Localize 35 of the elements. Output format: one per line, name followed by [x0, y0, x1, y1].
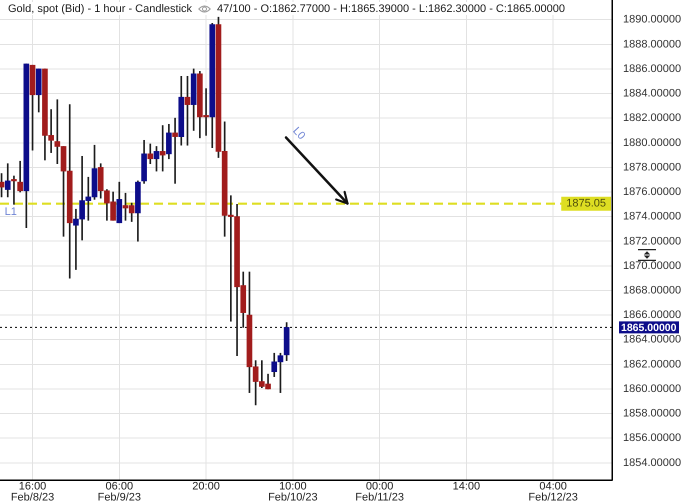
chart-title: Gold, spot (Bid) - 1 hour - Candlestick	[8, 2, 192, 14]
y-tick-label: 1862.00000	[623, 358, 682, 370]
y-tick-label: 1870.00000	[623, 260, 682, 272]
x-tick-label: 04:00 Feb/12/23	[528, 480, 578, 504]
y-tick-label: 1878.00000	[623, 161, 682, 174]
candlestick	[172, 118, 178, 184]
candlestick	[11, 176, 17, 205]
y-tick-label: 1868.00000	[623, 284, 682, 296]
x-tick-label: 14:00	[452, 480, 480, 493]
y-tick-label: 1864.00000	[623, 334, 682, 346]
annotation: L1	[4, 206, 17, 218]
y-tick-label: 1882.00000	[623, 112, 682, 124]
y-tick-label: 1876.00000	[623, 186, 682, 198]
y-tick-label: 1866.00000	[623, 309, 682, 322]
y-tick-label: 1874.00000	[623, 210, 682, 223]
y-tick-label: 1880.00000	[623, 136, 682, 149]
y-tick-label: 1872.00000	[623, 235, 682, 248]
y-tick-label: 1860.00000	[623, 382, 682, 395]
y-tick-label: 1888.00000	[623, 38, 682, 50]
y-tick-label: 1884.00000	[623, 88, 682, 100]
x-tick-label: 16:00 Feb/8/23	[10, 480, 54, 504]
chart-subtitle: 47/100 - O:1862.77000 - H:1865.39000 - L:1862.30000 - C:1865.00000	[217, 2, 566, 14]
y-tick-label: 1886.00000	[623, 62, 682, 75]
x-tick-label: 20:00	[192, 480, 220, 493]
candlestick	[184, 76, 190, 146]
y-tick-label: 1856.00000	[623, 432, 682, 444]
y-tick-label: 1854.00000	[623, 456, 682, 469]
x-tick-label: 00:00 Feb/11/23	[355, 480, 404, 504]
x-tick-label: 10:00 Feb/10/23	[268, 480, 318, 504]
y-tick-label: 1890.00000	[623, 14, 682, 26]
y-tick-label: 1858.00000	[623, 408, 682, 420]
ref-line-label: 1865.00000	[621, 322, 677, 334]
ref-line-label: 1875.05	[566, 198, 606, 210]
x-tick-label: 06:00 Feb/9/23	[98, 480, 142, 504]
candlestick	[0, 173, 4, 198]
